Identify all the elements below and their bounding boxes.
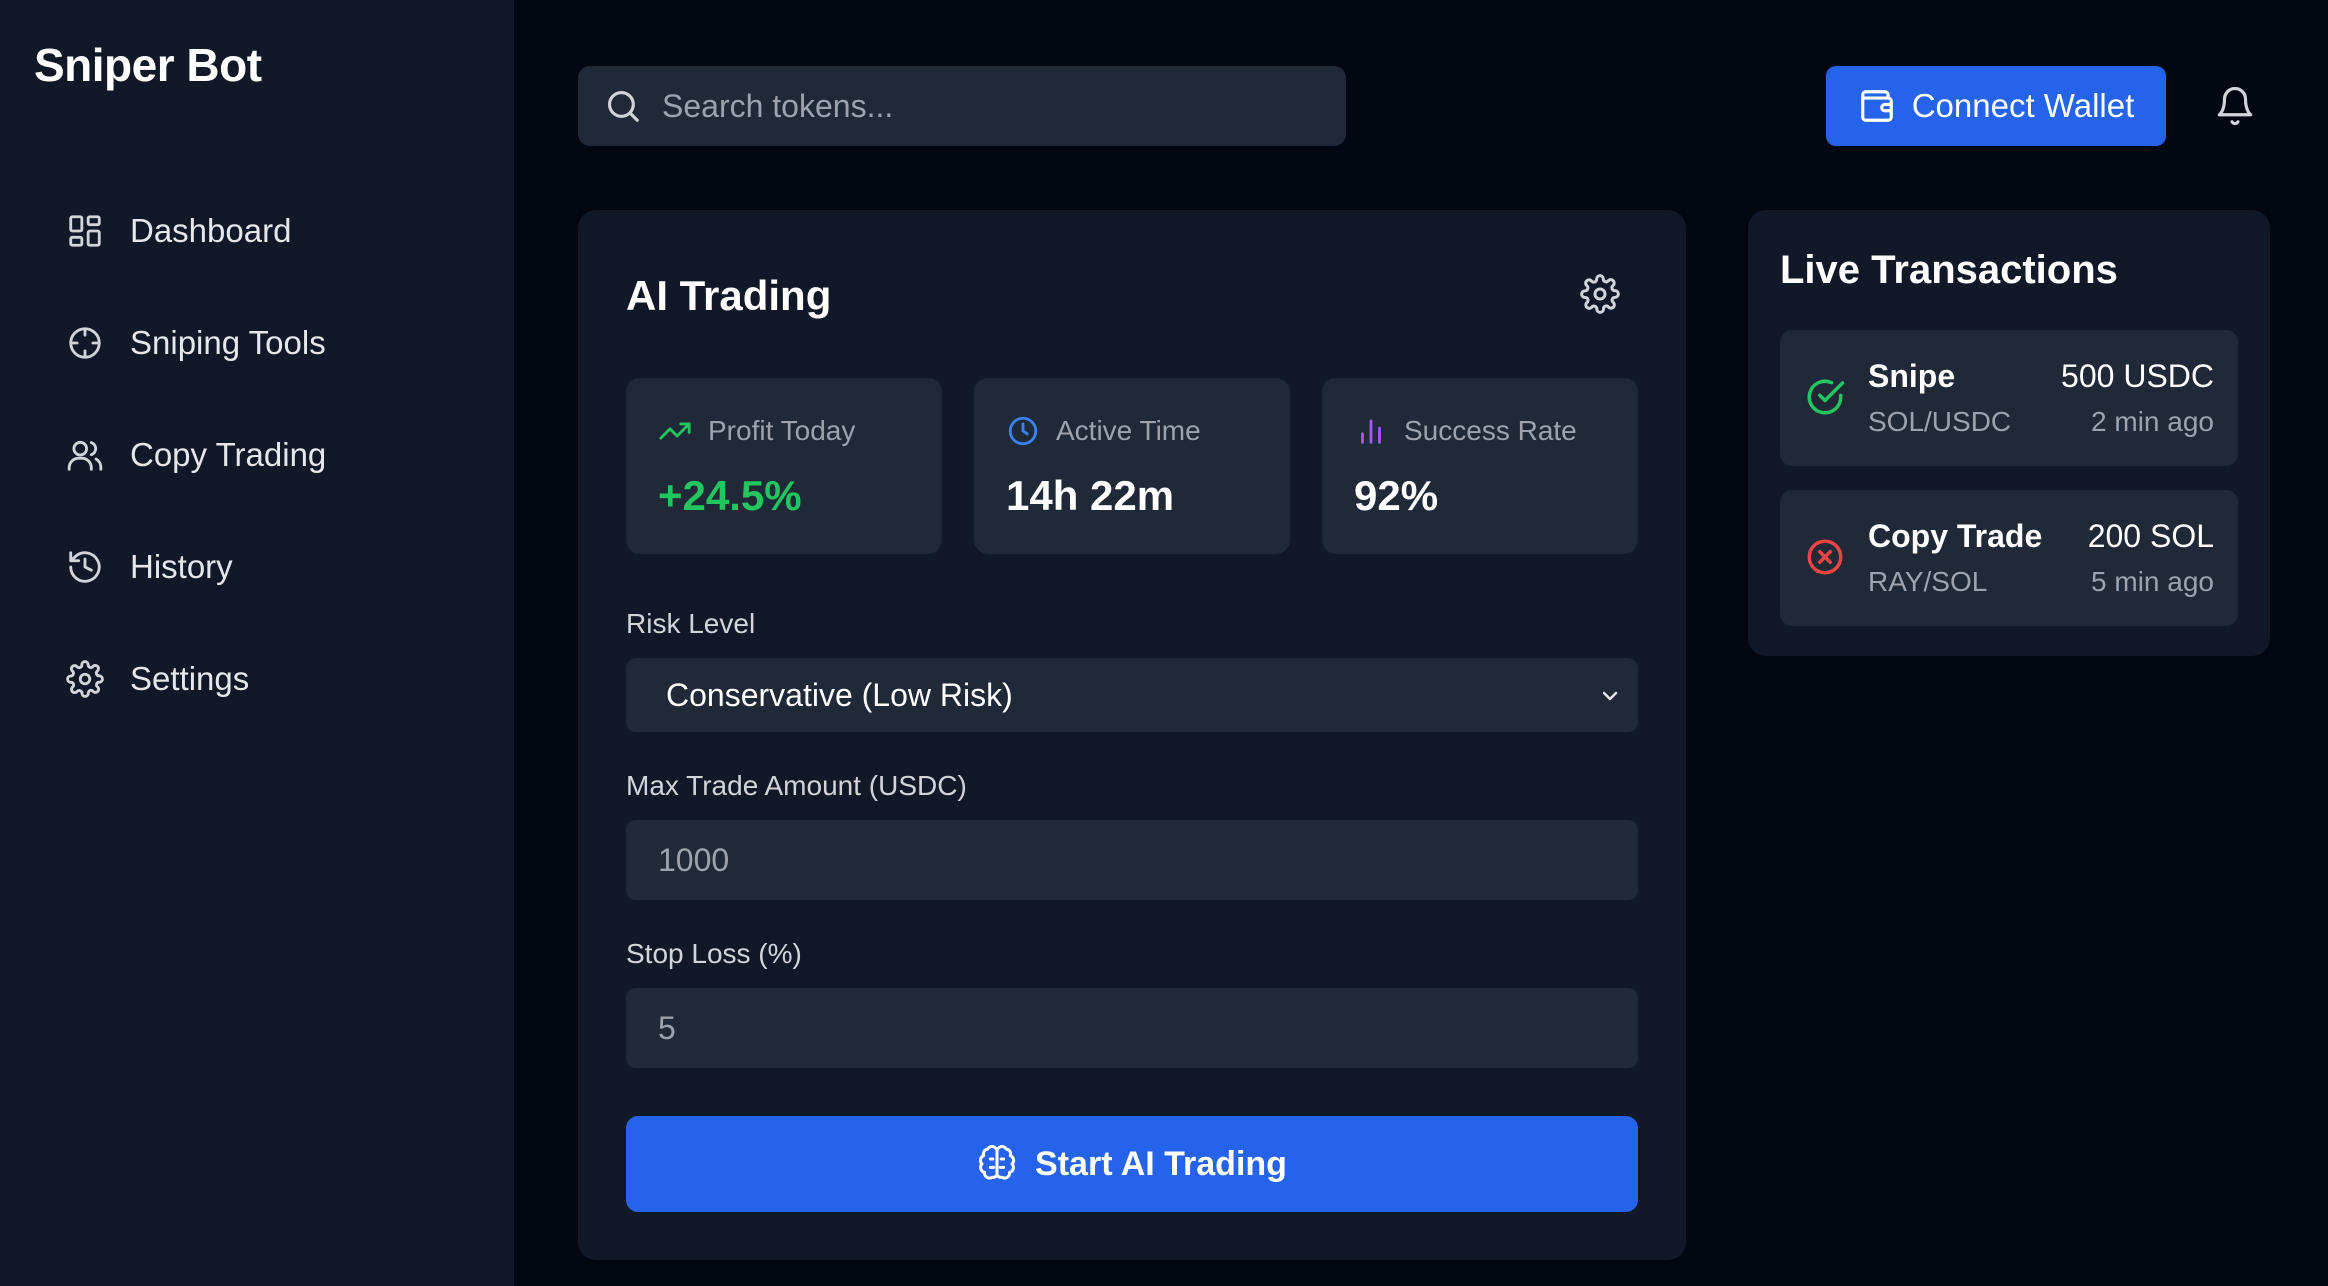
ai-trading-panel: AI Trading Profit Today +24.5% xyxy=(578,210,1686,1260)
trending-up-icon xyxy=(658,414,692,448)
transaction-time: 2 min ago xyxy=(2091,406,2214,437)
risk-level-label: Risk Level xyxy=(626,608,756,639)
panel-title: AI Trading xyxy=(626,272,832,319)
brain-icon xyxy=(977,1144,1017,1184)
sidebar-item-sniping-tools[interactable]: Sniping Tools xyxy=(0,287,514,399)
bar-chart-icon xyxy=(1354,414,1388,448)
stop-loss-input[interactable] xyxy=(626,988,1638,1068)
stat-label: Success Rate xyxy=(1404,415,1577,446)
clock-icon xyxy=(1006,414,1040,448)
search-bar xyxy=(578,66,1346,146)
check-circle-icon xyxy=(1804,376,1846,418)
wallet-icon xyxy=(1858,87,1896,125)
sidebar-item-label: Sniping Tools xyxy=(130,324,326,361)
x-circle-icon xyxy=(1804,536,1846,578)
app-title: Sniper Bot xyxy=(34,39,262,91)
bell-icon[interactable] xyxy=(2214,84,2256,128)
transaction-amount: 200 SOL xyxy=(2087,518,2214,554)
start-ai-trading-button[interactable]: Start AI Trading xyxy=(626,1116,1638,1212)
sidebar-item-history[interactable]: History xyxy=(0,511,514,623)
stat-card-active-time: Active Time 14h 22m xyxy=(974,378,1290,554)
sidebar-item-label: Copy Trading xyxy=(130,436,327,473)
sidebar-item-label: History xyxy=(130,548,233,585)
sidebar: Sniper Bot Dashboard Snipi xyxy=(0,0,514,1286)
gear-icon xyxy=(66,660,104,698)
stat-label: Profit Today xyxy=(708,415,856,446)
transaction-type: Snipe xyxy=(1868,358,1956,394)
transaction-type: Copy Trade xyxy=(1868,518,2043,554)
transaction-item[interactable]: Snipe SOL/USDC 500 USDC 2 min ago xyxy=(1780,330,2238,466)
stat-header: Success Rate xyxy=(1354,414,1577,448)
stat-card-profit: Profit Today +24.5% xyxy=(626,378,942,554)
sidebar-item-label: Settings xyxy=(130,660,250,697)
chevron-down-icon xyxy=(1598,684,1622,708)
stat-header: Profit Today xyxy=(658,414,855,448)
live-transactions-panel: Live Transactions Snipe SOL/USDC 500 USD… xyxy=(1748,210,2270,656)
stat-header: Active Time xyxy=(1006,414,1201,448)
sidebar-nav: Dashboard Sniping Tools xyxy=(0,175,514,735)
transaction-amount: 500 USDC xyxy=(2061,358,2214,394)
gear-icon[interactable] xyxy=(1580,274,1620,314)
search-icon xyxy=(604,87,642,125)
connect-wallet-label: Connect Wallet xyxy=(1911,87,2135,124)
connect-wallet-button[interactable]: Connect Wallet xyxy=(1826,66,2166,146)
transaction-time: 5 min ago xyxy=(2091,566,2214,597)
risk-level-select[interactable]: Conservative (Low Risk) xyxy=(626,658,1638,732)
users-icon xyxy=(66,436,104,474)
sidebar-item-label: Dashboard xyxy=(130,212,292,249)
stat-value: +24.5% xyxy=(658,472,802,519)
stat-label: Active Time xyxy=(1056,415,1201,446)
crosshair-icon xyxy=(66,324,104,362)
sidebar-item-settings[interactable]: Settings xyxy=(0,623,514,735)
transaction-item[interactable]: Copy Trade RAY/SOL 200 SOL 5 min ago xyxy=(1780,490,2238,626)
live-transactions-title: Live Transactions xyxy=(1780,248,2118,292)
stat-value: 14h 22m xyxy=(1006,472,1175,519)
transaction-pair: SOL/USDC xyxy=(1868,406,2012,437)
max-trade-label: Max Trade Amount (USDC) xyxy=(626,770,967,801)
dashboard-icon xyxy=(66,212,104,250)
sidebar-item-dashboard[interactable]: Dashboard xyxy=(0,175,514,287)
risk-level-value: Conservative (Low Risk) xyxy=(666,676,1013,713)
search-input[interactable] xyxy=(662,87,1322,125)
sidebar-item-copy-trading[interactable]: Copy Trading xyxy=(0,399,514,511)
max-trade-input[interactable] xyxy=(626,820,1638,900)
history-icon xyxy=(66,548,104,586)
stop-loss-label: Stop Loss (%) xyxy=(626,938,802,969)
stat-card-success-rate: Success Rate 92% xyxy=(1322,378,1638,554)
stat-value: 92% xyxy=(1354,472,1439,519)
start-ai-trading-label: Start AI Trading xyxy=(1035,1144,1287,1183)
transaction-pair: RAY/SOL xyxy=(1868,566,1988,597)
